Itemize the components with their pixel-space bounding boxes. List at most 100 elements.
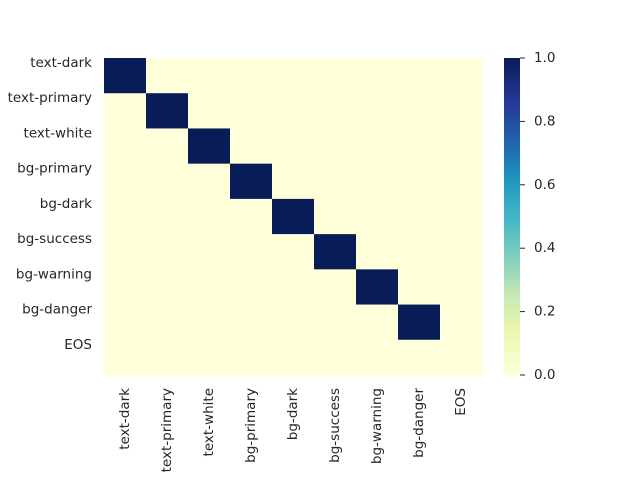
heatmap-cell-text-dark-bg-warning xyxy=(356,58,399,94)
column-label: bg-primary xyxy=(243,388,259,463)
column-label: text-dark xyxy=(117,388,133,450)
heatmap-cell-bg-primary-bg-success xyxy=(314,163,357,200)
heatmap-cell-text-primary-bg-dark xyxy=(272,93,315,130)
heatmap-cell-bg-danger-bg-dark xyxy=(272,304,315,341)
heatmap-cell-text-primary-bg-primary xyxy=(230,93,273,130)
heatmap-cell-text-primary-bg-success xyxy=(314,93,357,130)
heatmap-cell-text-primary-text-white xyxy=(188,93,231,130)
row-label: text-primary xyxy=(8,90,92,106)
row-label: bg-dark xyxy=(40,196,92,212)
heatmap-cells xyxy=(104,58,483,376)
row-labels: text-dark text-primary text-white bg-primar… xyxy=(8,55,93,353)
heatmap-cell-bg-dark-bg-dark xyxy=(272,198,315,235)
heatmap-cell-bg-danger-bg-primary xyxy=(230,304,273,341)
heatmap-cell-bg-danger-bg-warning xyxy=(356,304,399,341)
heatmap-cell-bg-dark-bg-success xyxy=(314,198,357,235)
colorbar: 0.0 0.2 0.4 0.6 0.8 1.0 xyxy=(504,50,555,383)
heatmap-cell-text-primary-EOS xyxy=(440,93,483,130)
heatmap-cell-bg-dark-EOS xyxy=(440,198,483,235)
row-label: EOS xyxy=(64,337,92,353)
colorbar-tick-label: 0.6 xyxy=(534,177,555,193)
heatmap-cell-bg-dark-bg-danger xyxy=(398,198,441,235)
row-label: text-dark xyxy=(30,55,92,71)
heatmap-cell-bg-danger-bg-danger xyxy=(398,304,441,341)
heatmap-cell-bg-warning-bg-dark xyxy=(272,269,315,306)
column-labels: text-dark text-primary text-white bg-primar… xyxy=(117,388,469,473)
heatmap-cell-EOS-bg-danger xyxy=(398,339,441,376)
heatmap-cell-bg-warning-text-dark xyxy=(104,269,147,306)
heatmap-cell-text-dark-text-dark xyxy=(104,58,147,94)
row-label: bg-success xyxy=(17,231,92,247)
row-label: bg-danger xyxy=(22,302,92,318)
heatmap-cell-text-white-EOS xyxy=(440,128,483,165)
heatmap-cell-bg-warning-bg-warning xyxy=(356,269,399,306)
heatmap-cell-bg-dark-text-dark xyxy=(104,198,147,235)
heatmap-cell-bg-warning-EOS xyxy=(440,269,483,306)
heatmap-cell-EOS-bg-warning xyxy=(356,339,399,376)
heatmap-cell-bg-warning-text-white xyxy=(188,269,231,306)
heatmap-cell-text-white-text-primary xyxy=(146,128,189,165)
heatmap-cell-bg-dark-text-white xyxy=(188,198,231,235)
row-label: bg-primary xyxy=(17,161,92,177)
heatmap-cell-bg-primary-text-dark xyxy=(104,163,147,200)
heatmap-cell-bg-danger-bg-success xyxy=(314,304,357,341)
heatmap-cell-text-dark-bg-danger xyxy=(398,58,441,94)
heatmap-cell-text-white-bg-primary xyxy=(230,128,273,165)
heatmap-cell-bg-primary-text-white xyxy=(188,163,231,200)
column-label: text-primary xyxy=(159,388,175,472)
heatmap-cell-EOS-bg-dark xyxy=(272,339,315,376)
heatmap-cell-text-primary-bg-warning xyxy=(356,93,399,130)
column-label: text-white xyxy=(201,388,217,456)
heatmap-cell-bg-danger-text-white xyxy=(188,304,231,341)
heatmap-cell-EOS-bg-success xyxy=(314,339,357,376)
heatmap-cell-bg-primary-text-primary xyxy=(146,163,189,200)
heatmap-cell-bg-success-bg-warning xyxy=(356,234,399,270)
heatmap-cell-bg-primary-bg-dark xyxy=(272,163,315,200)
heatmap-cell-bg-success-text-dark xyxy=(104,234,147,270)
heatmap-cell-bg-danger-text-primary xyxy=(146,304,189,341)
heatmap-cell-text-white-bg-danger xyxy=(398,128,441,165)
heatmap-cell-bg-success-bg-primary xyxy=(230,234,273,270)
heatmap-cell-bg-success-text-primary xyxy=(146,234,189,270)
heatmap-cell-bg-warning-bg-primary xyxy=(230,269,273,306)
heatmap-cell-text-dark-text-white xyxy=(188,58,231,94)
heatmap-cell-bg-danger-EOS xyxy=(440,304,483,341)
column-label: bg-success xyxy=(327,388,343,463)
row-label: text-white xyxy=(24,125,92,141)
heatmap-cell-bg-warning-text-primary xyxy=(146,269,189,306)
heatmap-cell-text-dark-bg-success xyxy=(314,58,357,94)
heatmap-cell-text-dark-EOS xyxy=(440,58,483,94)
heatmap-cell-EOS-bg-primary xyxy=(230,339,273,376)
heatmap-cell-text-dark-bg-primary xyxy=(230,58,273,94)
heatmap-cell-text-white-bg-success xyxy=(314,128,357,165)
heatmap-cell-text-primary-text-primary xyxy=(146,93,189,130)
heatmap-cell-bg-primary-bg-primary xyxy=(230,163,273,200)
colorbar-tick-label: 1.0 xyxy=(534,50,555,66)
heatmap-cell-bg-success-bg-success xyxy=(314,234,357,270)
heatmap-cell-bg-dark-bg-primary xyxy=(230,198,273,235)
heatmap-cell-text-dark-text-primary xyxy=(146,58,189,94)
heatmap-cell-bg-success-EOS xyxy=(440,234,483,270)
column-label: EOS xyxy=(453,388,469,416)
column-label: bg-dark xyxy=(285,388,301,440)
heatmap-cell-text-white-bg-dark xyxy=(272,128,315,165)
heatmap-cell-bg-primary-bg-warning xyxy=(356,163,399,200)
heatmap-cell-EOS-EOS xyxy=(440,339,483,376)
heatmap-cell-text-dark-bg-dark xyxy=(272,58,315,94)
heatmap-cell-text-white-text-dark xyxy=(104,128,147,165)
heatmap-cell-EOS-text-white xyxy=(188,339,231,376)
heatmap-cell-EOS-text-primary xyxy=(146,339,189,376)
column-label: bg-warning xyxy=(369,388,385,464)
colorbar-tick-label: 0.4 xyxy=(534,240,555,256)
heatmap-cell-bg-primary-bg-danger xyxy=(398,163,441,200)
heatmap-cell-bg-dark-bg-warning xyxy=(356,198,399,235)
column-label: bg-danger xyxy=(411,388,427,458)
heatmap-cell-bg-warning-bg-success xyxy=(314,269,357,306)
heatmap-cell-EOS-text-dark xyxy=(104,339,147,376)
heatmap-cell-text-primary-text-dark xyxy=(104,93,147,130)
heatmap-cell-bg-success-bg-danger xyxy=(398,234,441,270)
row-label: bg-warning xyxy=(16,266,92,282)
heatmap-cell-bg-success-bg-dark xyxy=(272,234,315,270)
heatmap-cell-bg-dark-text-primary xyxy=(146,198,189,235)
heatmap-cell-text-primary-bg-danger xyxy=(398,93,441,130)
